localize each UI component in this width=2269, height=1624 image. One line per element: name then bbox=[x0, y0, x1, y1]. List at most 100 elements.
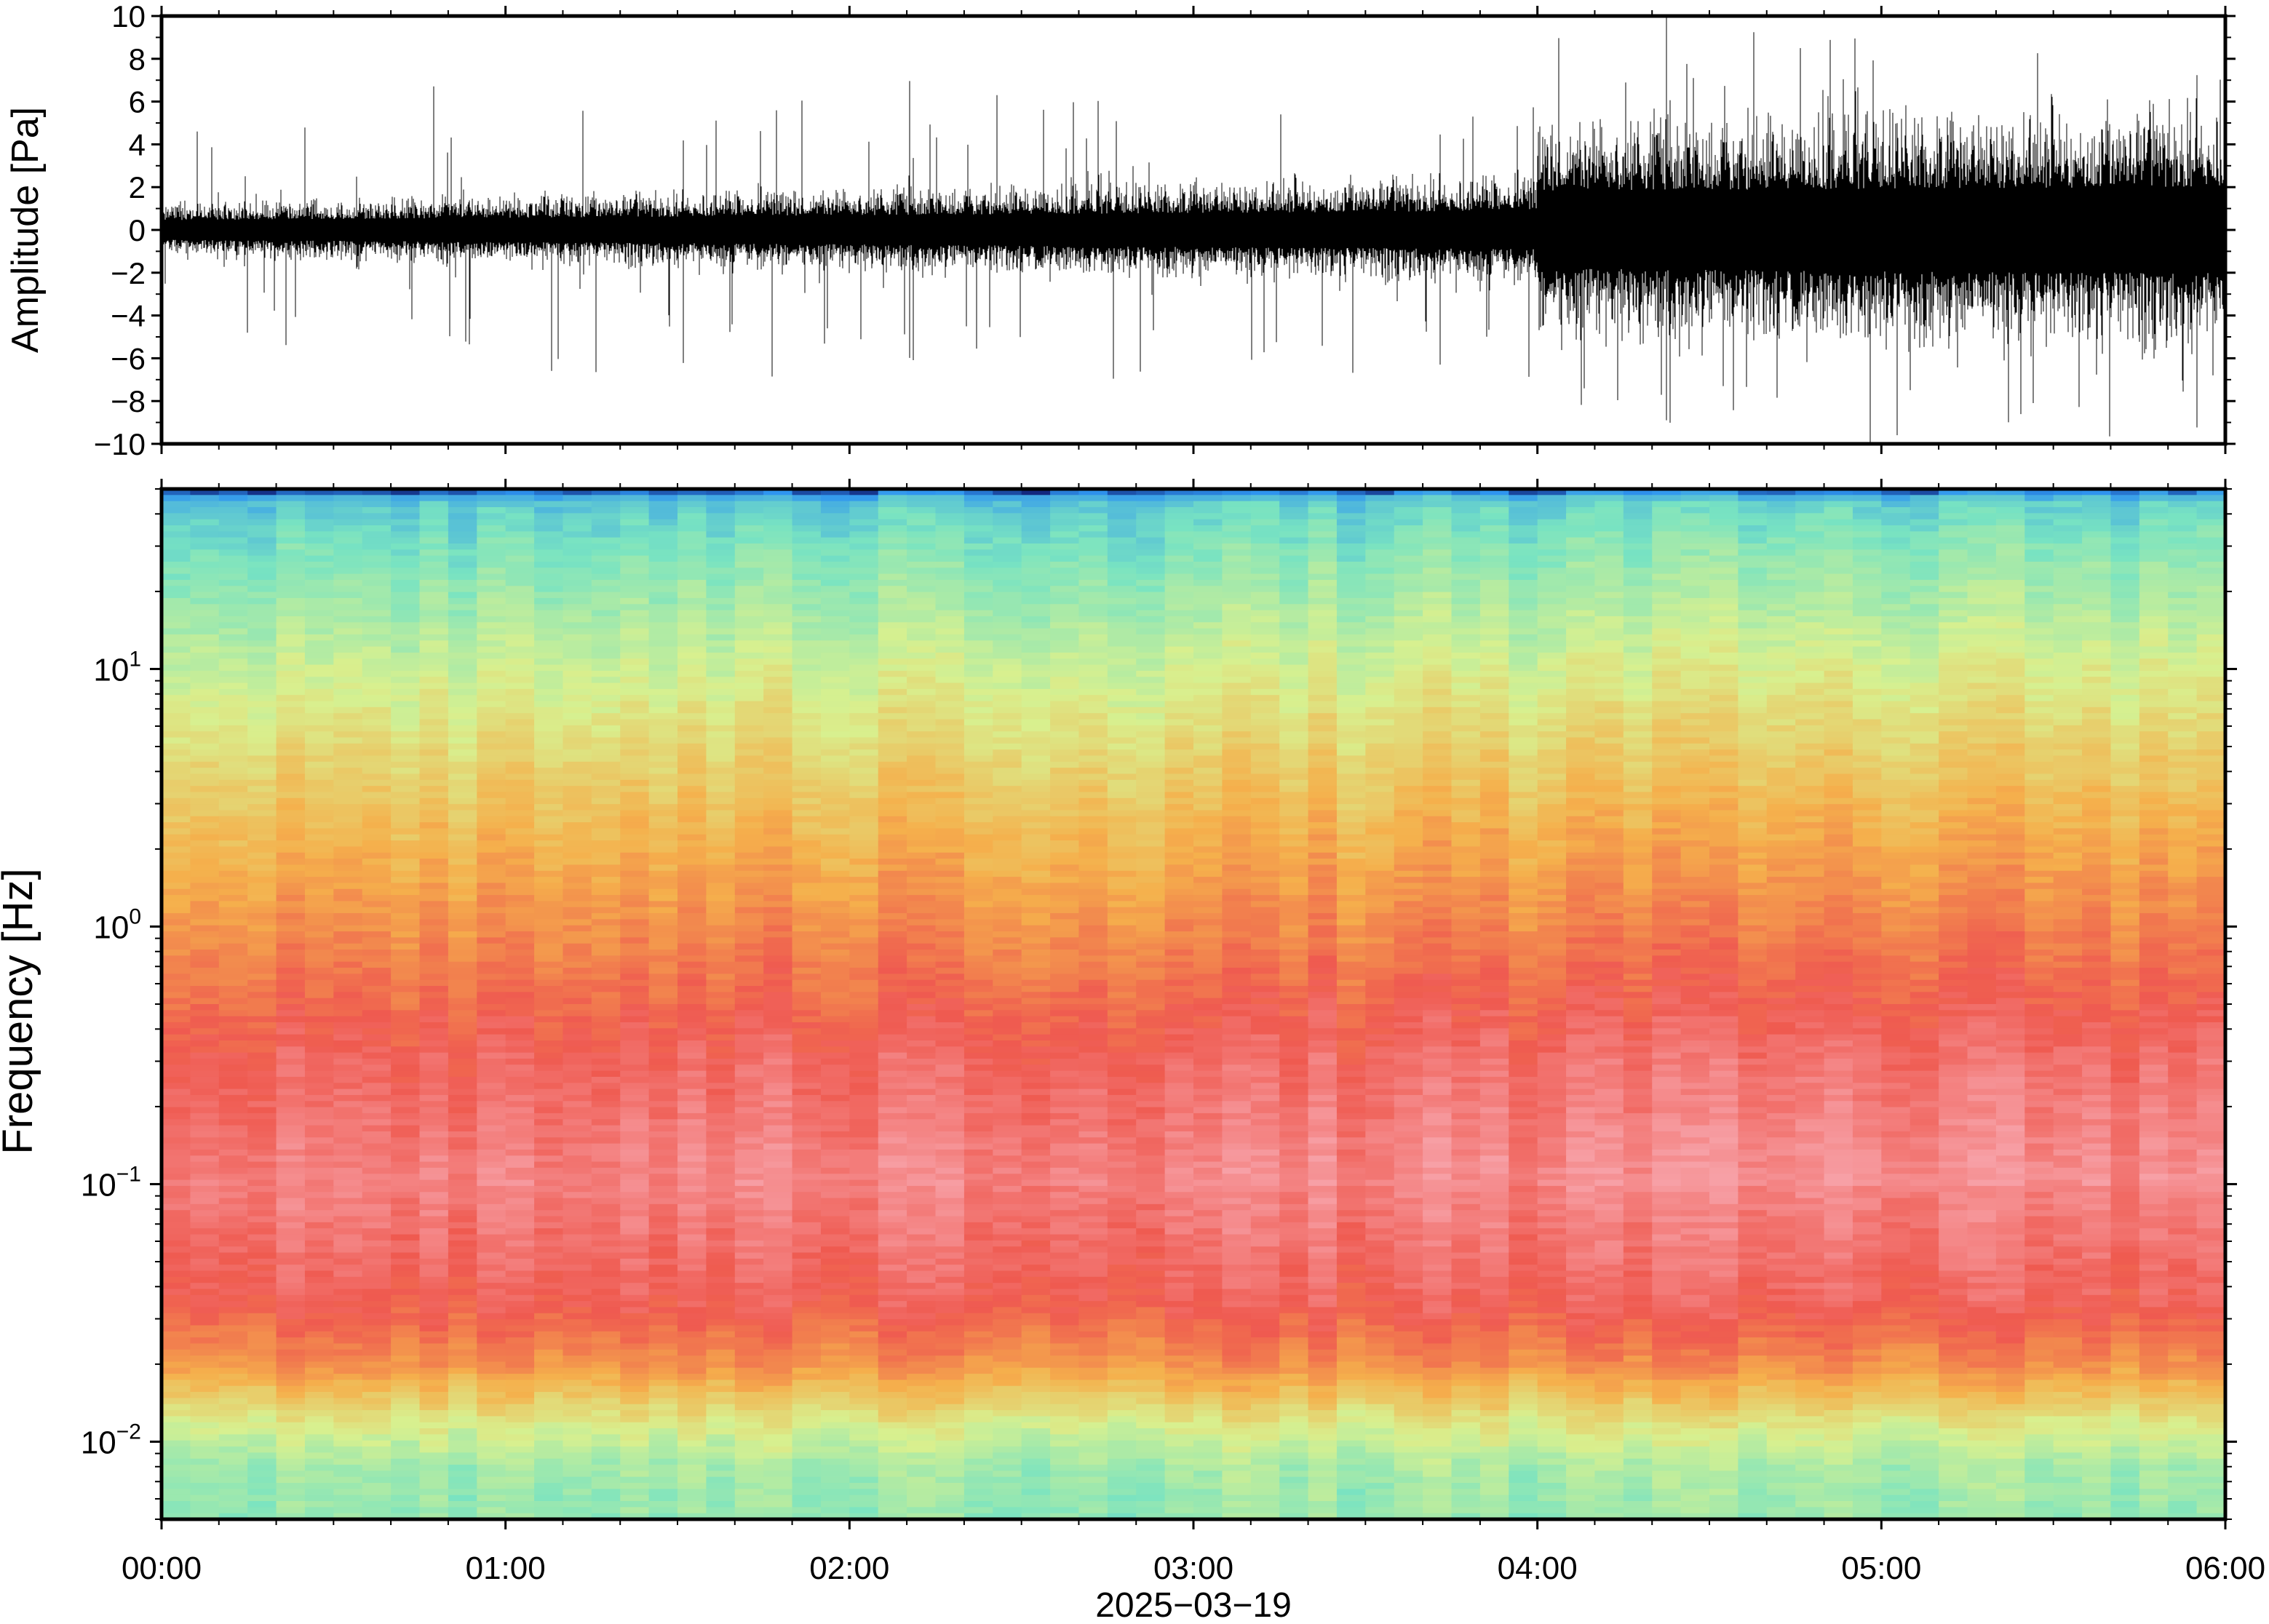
spectrogram-cell bbox=[419, 797, 449, 805]
spectrogram-cell bbox=[1250, 768, 1280, 775]
spectrogram-cell bbox=[1566, 706, 1596, 714]
spectrogram-cell bbox=[993, 883, 1022, 890]
spectrogram-cell bbox=[963, 573, 993, 581]
spectrogram-cell bbox=[505, 701, 535, 708]
spectrogram-cell bbox=[1423, 797, 1453, 805]
spectrogram-cell bbox=[304, 713, 334, 720]
spectrogram-cell bbox=[1279, 531, 1309, 538]
spectrogram-cell bbox=[2110, 628, 2140, 635]
spectrogram-cell bbox=[935, 852, 965, 859]
spectrogram-cell bbox=[218, 579, 248, 586]
spectrogram-cell bbox=[2024, 701, 2054, 708]
spectrogram-cell bbox=[2110, 846, 2140, 853]
spectrogram-cell bbox=[1738, 506, 1768, 514]
spectrogram-cell bbox=[1394, 531, 1423, 538]
spectrogram-cell bbox=[1795, 543, 1825, 550]
spectrogram-cell bbox=[1250, 786, 1280, 793]
spectrogram-cell bbox=[1939, 695, 1968, 702]
spectrogram-cell bbox=[1824, 531, 1853, 538]
spectrogram-cell bbox=[1910, 743, 1939, 750]
spectrogram-cell bbox=[1594, 525, 1624, 532]
spectrogram-cell bbox=[534, 713, 564, 720]
spectrogram-cell bbox=[1766, 670, 1796, 677]
spectrogram-cell bbox=[362, 586, 392, 593]
spectrogram-cell bbox=[1479, 840, 1509, 848]
spectrogram-cell bbox=[2082, 701, 2112, 708]
spectrogram-cell bbox=[391, 725, 421, 732]
spectrogram-cell bbox=[1910, 519, 1939, 526]
spectrogram-cell bbox=[1451, 501, 1481, 508]
spectrogram-cell bbox=[1451, 761, 1481, 768]
spectrogram-cell bbox=[2196, 883, 2226, 890]
amplitude-y-tick-label: −2 bbox=[111, 256, 146, 290]
spectrogram-cell bbox=[333, 737, 363, 744]
spectrogram-cell bbox=[1394, 513, 1423, 520]
spectrogram-cell bbox=[1852, 743, 1882, 750]
spectrogram-cell bbox=[304, 543, 334, 550]
spectrogram-cell bbox=[218, 652, 248, 659]
spectrogram-cell bbox=[1766, 804, 1796, 811]
spectrogram-cell bbox=[1193, 725, 1223, 732]
spectrogram-cell bbox=[2024, 870, 2054, 877]
spectrogram-cell bbox=[1479, 859, 1509, 866]
spectrogram-cell bbox=[1680, 519, 1710, 526]
spectrogram-cell bbox=[1050, 658, 1080, 666]
spectrogram-cell bbox=[477, 634, 506, 641]
spectrogram-cell bbox=[1365, 816, 1395, 823]
spectrogram-cell bbox=[1910, 719, 1939, 726]
spectrogram-cell bbox=[1709, 743, 1738, 750]
spectrogram-cell bbox=[1852, 561, 1882, 568]
spectrogram-cell bbox=[1509, 519, 1538, 526]
spectrogram-cell bbox=[1881, 506, 1911, 514]
spectrogram-cell bbox=[1967, 501, 1997, 508]
spectrogram-cell bbox=[2082, 755, 2112, 763]
spectrogram-cell bbox=[162, 688, 191, 696]
spectrogram-cell bbox=[993, 864, 1022, 872]
spectrogram-cell bbox=[1451, 737, 1481, 744]
spectrogram-cell bbox=[849, 543, 879, 550]
spectrogram-cell bbox=[1222, 773, 1252, 781]
spectrogram-cell bbox=[2110, 883, 2140, 890]
spectrogram-cell bbox=[2082, 664, 2112, 672]
spectrogram-cell bbox=[734, 768, 764, 775]
spectrogram-cell bbox=[1967, 579, 1997, 586]
spectrogram-cell bbox=[391, 501, 421, 508]
spectrogram-cell bbox=[677, 573, 707, 581]
spectrogram-cell bbox=[2168, 506, 2198, 514]
spectrogram-cell bbox=[333, 883, 363, 890]
spectrogram-cell bbox=[1279, 561, 1309, 568]
spectrogram-cell bbox=[1279, 870, 1309, 877]
spectrogram-cell bbox=[963, 852, 993, 859]
spectrogram-cell bbox=[620, 670, 650, 677]
spectrogram-cell bbox=[935, 531, 965, 538]
spectrogram-cell bbox=[162, 555, 191, 562]
spectrogram-cell bbox=[190, 573, 220, 581]
spectrogram-cell bbox=[1680, 495, 1710, 502]
spectrogram-cell bbox=[1021, 501, 1051, 508]
spectrogram-cell bbox=[419, 810, 449, 817]
spectrogram-cell bbox=[620, 634, 650, 641]
spectrogram-cell bbox=[907, 677, 937, 684]
spectrogram-cell bbox=[706, 579, 736, 586]
spectrogram-cell bbox=[1566, 489, 1596, 495]
spectrogram-cell bbox=[935, 604, 965, 611]
spectrogram-cell bbox=[276, 501, 306, 508]
spectrogram-cell bbox=[2082, 737, 2112, 744]
spectrogram-cell bbox=[1479, 768, 1509, 775]
spectrogram-cell bbox=[1050, 779, 1080, 787]
spectrogram-cell bbox=[1738, 840, 1768, 848]
spectrogram-cell bbox=[763, 677, 793, 684]
spectrogram-cell bbox=[1537, 573, 1567, 581]
spectrogram-cell bbox=[935, 646, 965, 653]
spectrogram-cell bbox=[2110, 719, 2140, 726]
spectrogram-cell bbox=[534, 628, 564, 635]
spectrogram-cell bbox=[1193, 768, 1223, 775]
spectrogram-cell bbox=[1594, 779, 1624, 787]
spectrogram-cell bbox=[1939, 501, 1968, 508]
spectrogram-cell bbox=[1479, 864, 1509, 872]
spectrogram-cell bbox=[993, 616, 1022, 623]
spectrogram-cell bbox=[1995, 664, 2025, 672]
spectrogram-cell bbox=[1824, 658, 1853, 666]
spectrogram-cell bbox=[1623, 658, 1653, 666]
spectrogram-cell bbox=[907, 658, 937, 666]
